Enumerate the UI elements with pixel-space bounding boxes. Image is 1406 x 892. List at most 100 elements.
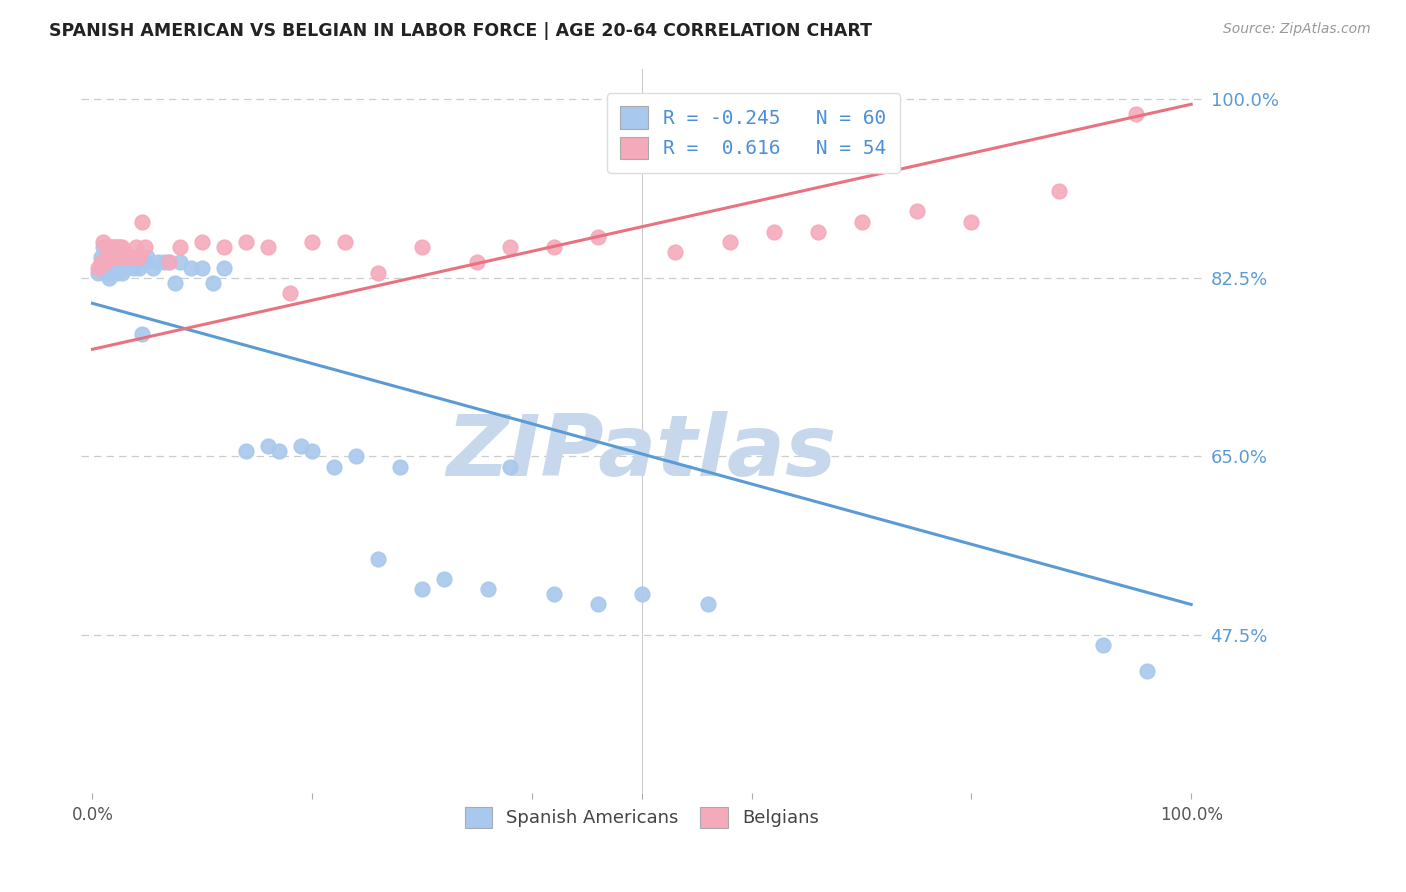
Point bbox=[104, 240, 127, 254]
Point bbox=[107, 240, 129, 254]
Point bbox=[762, 225, 785, 239]
Point bbox=[87, 260, 110, 275]
Point bbox=[101, 266, 124, 280]
Point bbox=[120, 255, 142, 269]
Point bbox=[90, 251, 112, 265]
Point bbox=[122, 251, 145, 265]
Point bbox=[110, 255, 132, 269]
Point bbox=[344, 450, 367, 464]
Point bbox=[163, 276, 186, 290]
Point bbox=[111, 240, 134, 254]
Point bbox=[108, 251, 131, 265]
Point bbox=[169, 240, 191, 254]
Point bbox=[97, 251, 120, 265]
Point bbox=[110, 251, 132, 265]
Point bbox=[112, 255, 135, 269]
Point bbox=[107, 251, 129, 265]
Point bbox=[100, 255, 122, 269]
Point bbox=[257, 240, 280, 254]
Point bbox=[97, 260, 120, 275]
Point bbox=[411, 240, 433, 254]
Point bbox=[718, 235, 741, 249]
Point bbox=[118, 255, 141, 269]
Point bbox=[148, 255, 170, 269]
Point bbox=[169, 255, 191, 269]
Point bbox=[905, 204, 928, 219]
Point bbox=[631, 587, 654, 601]
Point bbox=[586, 230, 609, 244]
Point bbox=[214, 240, 236, 254]
Point bbox=[134, 255, 156, 269]
Point bbox=[543, 240, 565, 254]
Point bbox=[499, 240, 522, 254]
Point bbox=[696, 598, 718, 612]
Point bbox=[235, 235, 257, 249]
Point bbox=[851, 214, 873, 228]
Point bbox=[301, 444, 323, 458]
Point bbox=[98, 251, 121, 265]
Point bbox=[115, 251, 138, 265]
Point bbox=[278, 286, 301, 301]
Point bbox=[202, 276, 225, 290]
Point bbox=[131, 214, 153, 228]
Point bbox=[97, 270, 120, 285]
Point bbox=[93, 240, 115, 254]
Point bbox=[157, 255, 180, 269]
Text: Source: ZipAtlas.com: Source: ZipAtlas.com bbox=[1223, 22, 1371, 37]
Point bbox=[1092, 638, 1115, 652]
Point bbox=[103, 240, 125, 254]
Point bbox=[1047, 184, 1070, 198]
Point bbox=[499, 459, 522, 474]
Point bbox=[94, 266, 117, 280]
Point bbox=[134, 240, 156, 254]
Point bbox=[103, 260, 125, 275]
Point bbox=[323, 459, 346, 474]
Point bbox=[157, 255, 180, 269]
Point bbox=[269, 444, 291, 458]
Point bbox=[105, 266, 128, 280]
Point bbox=[335, 235, 357, 249]
Text: SPANISH AMERICAN VS BELGIAN IN LABOR FORCE | AGE 20-64 CORRELATION CHART: SPANISH AMERICAN VS BELGIAN IN LABOR FOR… bbox=[49, 22, 872, 40]
Text: ZIPatlas: ZIPatlas bbox=[447, 411, 837, 494]
Point bbox=[97, 240, 120, 254]
Point bbox=[96, 240, 118, 254]
Point bbox=[114, 251, 136, 265]
Point bbox=[125, 251, 148, 265]
Point bbox=[586, 598, 609, 612]
Point bbox=[111, 266, 134, 280]
Point bbox=[960, 214, 983, 228]
Point bbox=[93, 235, 115, 249]
Point bbox=[94, 255, 117, 269]
Point bbox=[1136, 664, 1159, 678]
Point bbox=[105, 251, 128, 265]
Point bbox=[118, 251, 141, 265]
Point bbox=[465, 255, 488, 269]
Point bbox=[807, 225, 830, 239]
Point bbox=[664, 245, 686, 260]
Point bbox=[114, 251, 136, 265]
Point bbox=[125, 240, 148, 254]
Point bbox=[108, 240, 131, 254]
Point bbox=[104, 255, 127, 269]
Point bbox=[235, 444, 257, 458]
Point bbox=[108, 251, 131, 265]
Point bbox=[142, 260, 165, 275]
Point bbox=[214, 260, 236, 275]
Point bbox=[103, 240, 125, 254]
Point bbox=[128, 251, 150, 265]
Point bbox=[108, 260, 131, 275]
Point bbox=[367, 551, 389, 566]
Point bbox=[477, 582, 499, 597]
Point bbox=[103, 260, 125, 275]
Point bbox=[389, 459, 412, 474]
Point bbox=[103, 251, 125, 265]
Point bbox=[115, 260, 138, 275]
Point bbox=[543, 587, 565, 601]
Point bbox=[100, 240, 122, 254]
Point bbox=[90, 255, 112, 269]
Point bbox=[101, 251, 124, 265]
Point bbox=[136, 251, 159, 265]
Point bbox=[128, 260, 150, 275]
Point bbox=[433, 572, 456, 586]
Point bbox=[96, 255, 118, 269]
